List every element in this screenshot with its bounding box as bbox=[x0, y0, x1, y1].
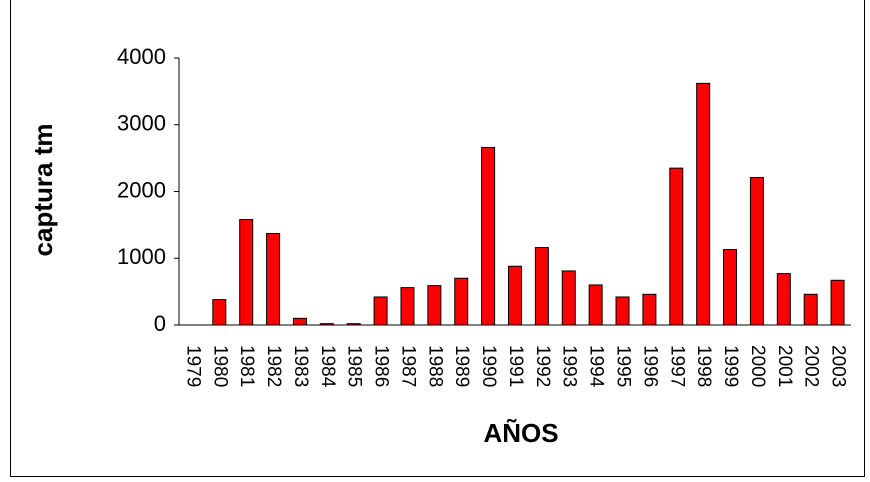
x-tick-label: 1987 bbox=[397, 345, 418, 387]
bar-2002 bbox=[803, 293, 818, 326]
bar-1988 bbox=[427, 285, 442, 326]
x-tick-label: 1988 bbox=[424, 345, 445, 387]
x-tick-label: 1981 bbox=[236, 345, 257, 387]
bar-1990 bbox=[481, 146, 496, 326]
x-tick-label: 1986 bbox=[371, 345, 392, 387]
bar-1986 bbox=[373, 296, 388, 326]
bar-1995 bbox=[615, 296, 630, 326]
x-tick-label: 1990 bbox=[478, 345, 499, 387]
bars bbox=[212, 82, 845, 326]
bar-1994 bbox=[588, 284, 603, 326]
bar-1987 bbox=[400, 287, 415, 326]
y-tick-label: 1000 bbox=[117, 244, 166, 269]
bar-1983 bbox=[292, 317, 307, 326]
x-tick-label: 1979 bbox=[182, 345, 203, 387]
x-tick-label: 1985 bbox=[344, 345, 365, 387]
bar-1981 bbox=[239, 219, 254, 326]
x-tick-label: 1994 bbox=[586, 345, 607, 388]
x-tick-label: 2003 bbox=[828, 345, 849, 387]
x-tick-label: 1993 bbox=[559, 345, 580, 387]
x-tick-label: 2001 bbox=[774, 345, 795, 387]
bar-1992 bbox=[534, 247, 549, 326]
x-tick-label: 1989 bbox=[451, 345, 472, 387]
x-tick-label: 1998 bbox=[693, 345, 714, 387]
x-axis-title: AÑOS bbox=[483, 418, 558, 448]
x-tick-label: 2002 bbox=[801, 345, 822, 387]
chart-frame bbox=[10, 0, 865, 477]
bar-1999 bbox=[723, 249, 738, 326]
bar-1980 bbox=[212, 299, 227, 326]
y-tick-label: 4000 bbox=[117, 44, 166, 69]
x-tick-label: 1982 bbox=[263, 345, 284, 387]
bar-1996 bbox=[642, 293, 657, 326]
bar-1993 bbox=[561, 270, 576, 326]
x-tick-label: 2000 bbox=[747, 345, 768, 387]
y-tick-label: 0 bbox=[154, 311, 166, 336]
y-axis: 0 1000 2000 3000 4000 bbox=[117, 44, 180, 336]
y-axis-title: captura tm bbox=[28, 124, 58, 257]
y-tick-label: 3000 bbox=[117, 111, 166, 136]
bar-1991 bbox=[508, 265, 522, 326]
bar-2000 bbox=[749, 176, 764, 326]
bar-1989 bbox=[454, 277, 469, 326]
x-tick-label: 1995 bbox=[613, 345, 634, 387]
bar-2001 bbox=[776, 273, 791, 326]
y-tick-label: 2000 bbox=[117, 177, 166, 202]
bar-1998 bbox=[696, 82, 711, 326]
x-tick-label: 1996 bbox=[639, 345, 660, 387]
x-tick-label: 1984 bbox=[317, 345, 338, 388]
x-tick-label: 1997 bbox=[666, 345, 687, 387]
x-tick-label: 1999 bbox=[720, 345, 741, 387]
x-tick-label: 1980 bbox=[209, 345, 230, 387]
bar-2003 bbox=[830, 279, 845, 326]
x-tick-label: 1983 bbox=[290, 345, 311, 387]
x-axis: 1979 1980 1981 1982 1983 1984 1985 1986 1987 1988… bbox=[179, 324, 851, 388]
x-tick-label: 1991 bbox=[505, 345, 526, 387]
bar-1997 bbox=[669, 167, 684, 326]
x-tick-label: 1992 bbox=[532, 345, 553, 387]
bar-1982 bbox=[266, 233, 281, 326]
